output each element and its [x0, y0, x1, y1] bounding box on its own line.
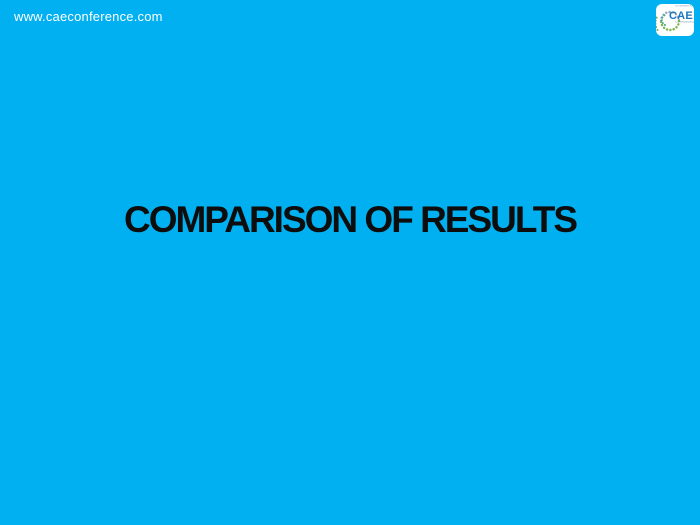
- cae-conference-logo: INTERNATIONAL CAE CONFERENCE: [656, 4, 694, 36]
- logo-top-label: INTERNATIONAL: [675, 5, 694, 8]
- logo-acronym: CAE: [668, 10, 694, 22]
- logo-text-block: INTERNATIONAL CAE CONFERENCE: [668, 5, 694, 27]
- logo-swirl-icon: [656, 10, 681, 32]
- slide-title: COMPARISON OF RESULTS: [123, 199, 578, 240]
- website-url: www.caeconference.com: [14, 9, 163, 24]
- logo-bottom-label: CONFERENCE: [675, 21, 694, 24]
